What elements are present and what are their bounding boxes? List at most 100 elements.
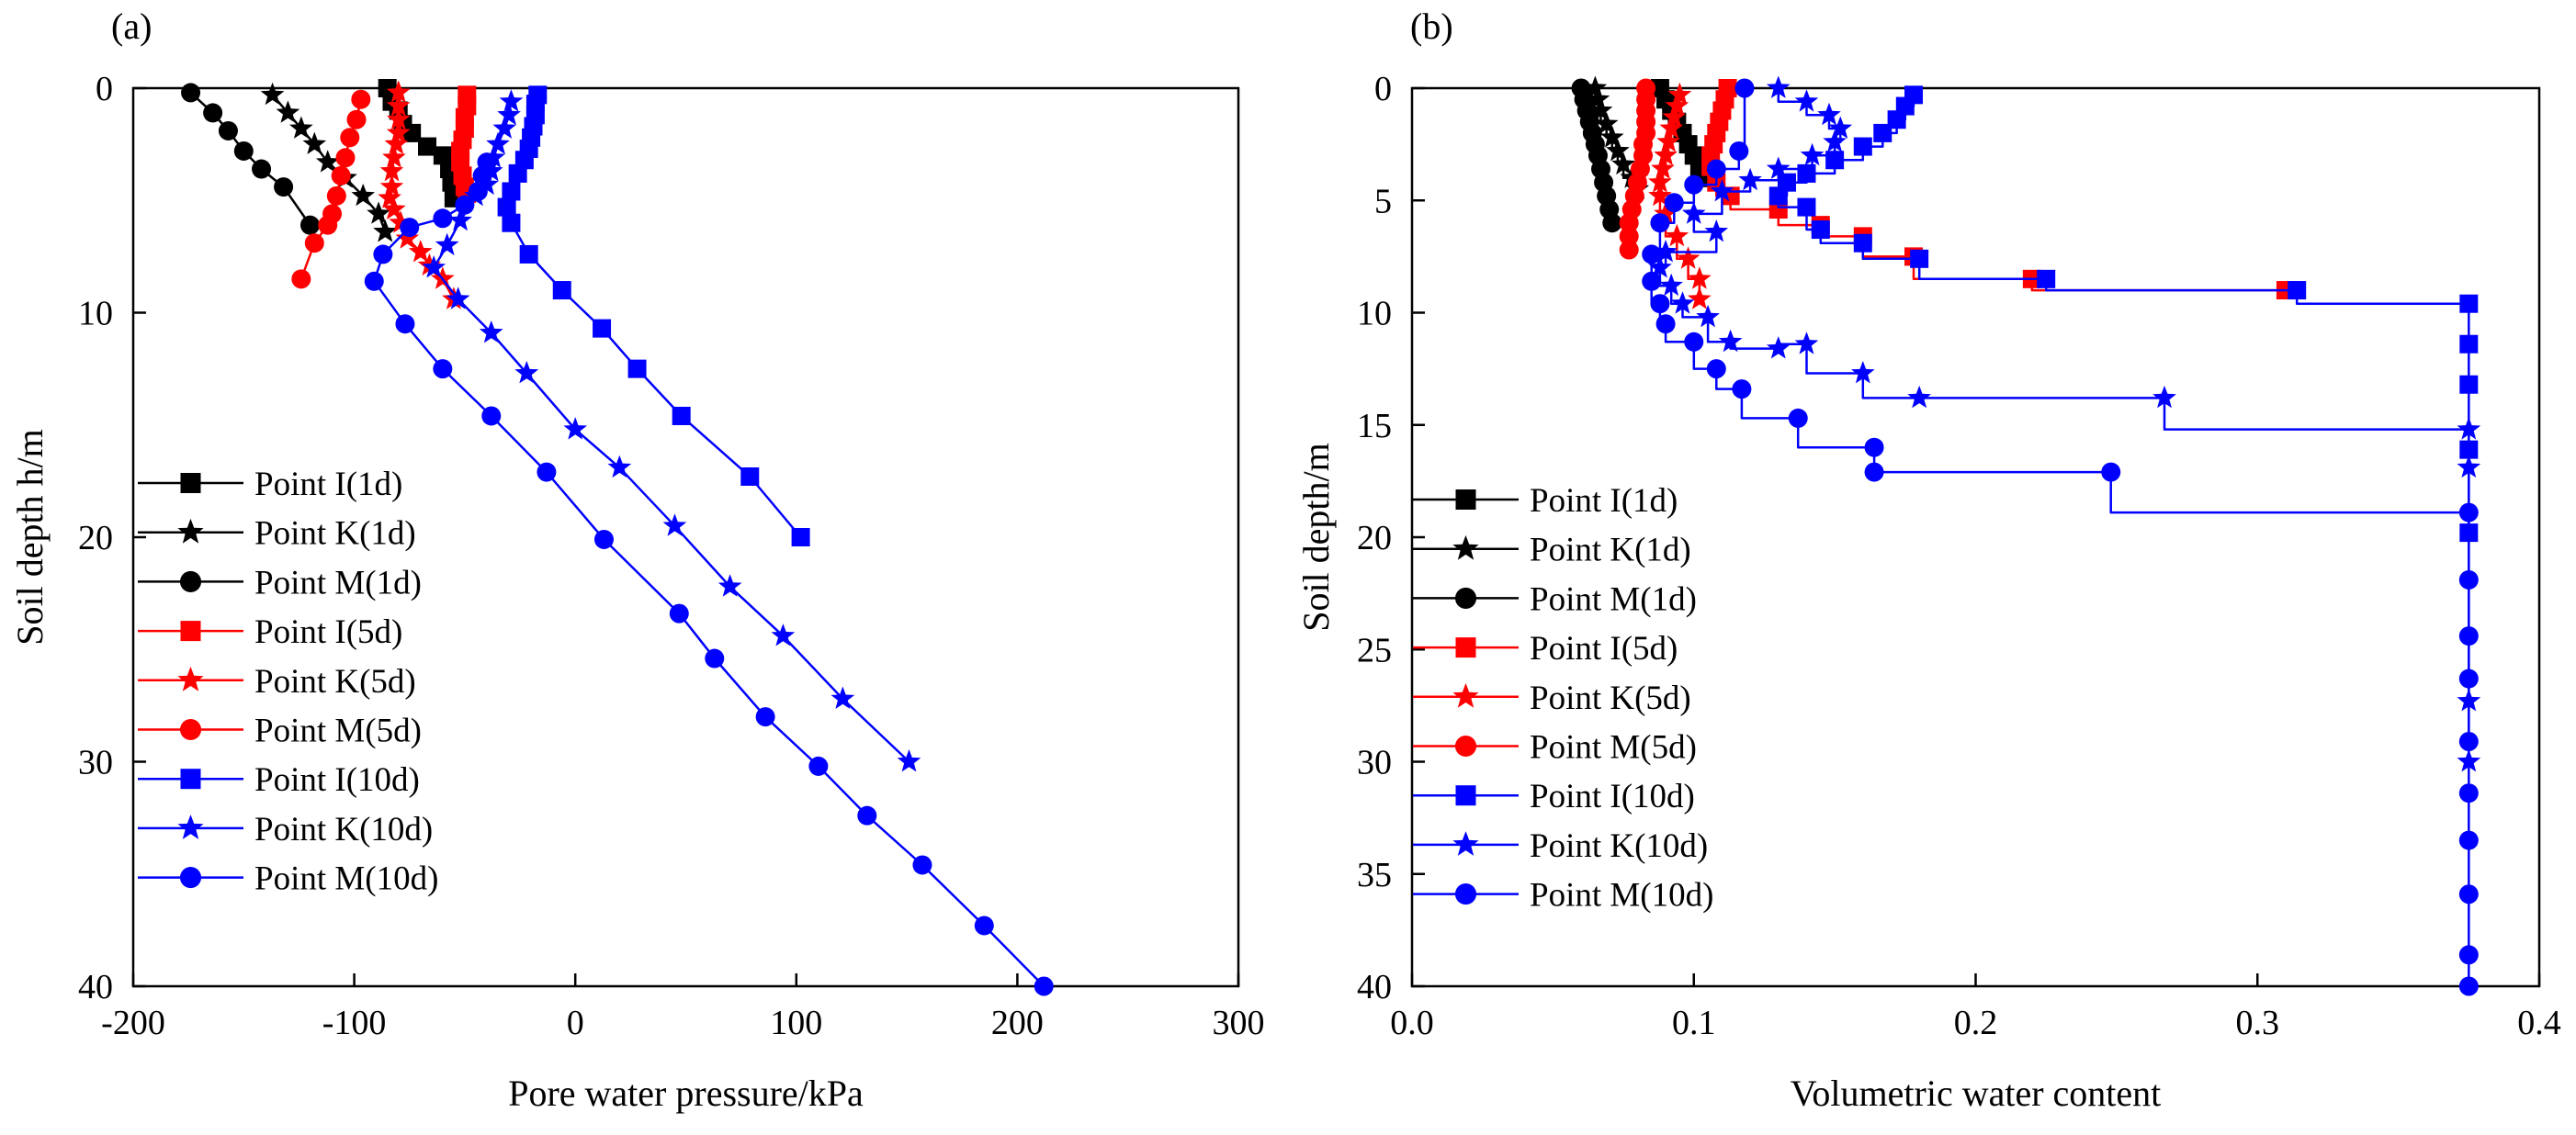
panel-label: (b) (1410, 6, 1453, 47)
data-point (1676, 246, 1700, 269)
data-point (669, 603, 689, 624)
data-point (435, 232, 459, 256)
legend-entry: Point M(1d) (138, 564, 422, 601)
chart-panel-b: (b) 0.0 0.1 0.2 0.3 0.4 0 5 10 15 20 25 30 35 40 Volume… (1295, 6, 2561, 1114)
data-point (2101, 462, 2121, 482)
data-point (1642, 271, 1662, 291)
data-point (276, 100, 300, 123)
data-point (1662, 105, 1687, 128)
data-point (2458, 502, 2479, 523)
data-point (203, 103, 223, 123)
data-point (1718, 329, 1743, 353)
data-point (1670, 291, 1695, 314)
data-point (1710, 179, 1734, 202)
x-axis-title: Pore water pressure/kPa (508, 1073, 864, 1114)
data-point (1655, 314, 1676, 334)
data-point (1654, 142, 1678, 166)
data-point (1651, 156, 1675, 179)
data-point (1656, 129, 1680, 152)
data-point (519, 244, 538, 264)
data-point (1034, 976, 1054, 996)
legend-label: Point M(1d) (254, 564, 422, 601)
legend-entry: Point M(5d) (1413, 729, 1697, 767)
y-tick-label: 0 (96, 70, 113, 108)
data-point (1684, 174, 1704, 195)
legend-entry: Point I(1d) (1413, 482, 1678, 520)
data-point (1864, 437, 1884, 457)
x-tick-label: 0.1 (1672, 1004, 1716, 1042)
x-tick-label: 0.2 (1954, 1004, 1998, 1042)
data-point (1688, 266, 1712, 289)
legend-label: Point M(5d) (254, 713, 422, 750)
x-tick-label: 0.0 (1390, 1004, 1434, 1042)
data-point (593, 319, 612, 338)
data-point (2288, 281, 2307, 300)
legend-label: Point K(1d) (1530, 532, 1691, 569)
data-point (417, 137, 436, 156)
data-point (2458, 884, 2479, 905)
data-point (1732, 379, 1752, 399)
data-point (289, 116, 313, 139)
data-point (1823, 129, 1847, 152)
legend-entry: Point I(5d) (1413, 630, 1678, 668)
data-point (274, 177, 294, 197)
x-tick-label: 0.3 (2236, 1004, 2280, 1042)
data-point (1619, 226, 1639, 246)
y-tick-label: 5 (1374, 182, 1392, 220)
y-tick-label: 10 (78, 295, 113, 333)
data-point (2152, 385, 2176, 409)
legend-marker (1452, 534, 1479, 560)
legend-marker (179, 570, 202, 592)
data-point (260, 82, 285, 106)
x-tick-label: -100 (322, 1004, 387, 1042)
y-tick-label: 0 (1374, 70, 1392, 108)
data-point (1667, 82, 1692, 106)
legend-entry: Point K(10d) (1413, 827, 1708, 865)
y-tick-label: 20 (1357, 519, 1392, 557)
data-point (486, 131, 510, 154)
data-point (499, 89, 524, 112)
legend-marker (1452, 682, 1479, 708)
x-tick-label: 300 (1213, 1004, 1265, 1042)
data-point (1602, 213, 1622, 233)
data-point (830, 686, 855, 709)
data-point (1788, 408, 1808, 428)
data-point (386, 94, 411, 117)
data-point (1600, 125, 1624, 148)
data-point (1766, 336, 1791, 359)
data-point (1907, 385, 1931, 409)
data-point (1851, 361, 1875, 384)
data-point (1910, 249, 1929, 268)
y-tick-label: 40 (78, 968, 113, 1006)
data-point (1611, 152, 1635, 175)
legend-entry: Point M(5d) (138, 713, 422, 750)
data-point (2457, 417, 2481, 440)
legend-label: Point I(10d) (1530, 778, 1695, 815)
data-point (2459, 375, 2479, 394)
x-tick-label: 0 (567, 1004, 584, 1042)
data-point (1583, 75, 1608, 98)
data-point (346, 109, 367, 129)
data-point (315, 150, 340, 173)
data-point (1681, 201, 1706, 224)
data-point (479, 320, 503, 343)
legend-marker (177, 815, 204, 839)
data-point (335, 148, 356, 168)
data-point (481, 406, 502, 426)
data-point (448, 208, 472, 231)
data-point (1642, 244, 1662, 264)
data-point (1619, 213, 1639, 233)
data-point (386, 120, 411, 143)
data-point (508, 163, 527, 183)
data-point (672, 406, 691, 425)
data-point (1864, 462, 1884, 482)
legend-label: Point K(5d) (1530, 680, 1691, 717)
legend-marker (180, 769, 201, 790)
data-point (2458, 945, 2479, 965)
data-point (1811, 220, 1830, 240)
data-point (2458, 783, 2479, 803)
series-line (1650, 88, 2470, 986)
legend-marker (177, 666, 204, 691)
data-point (389, 210, 412, 233)
data-point (402, 123, 422, 142)
